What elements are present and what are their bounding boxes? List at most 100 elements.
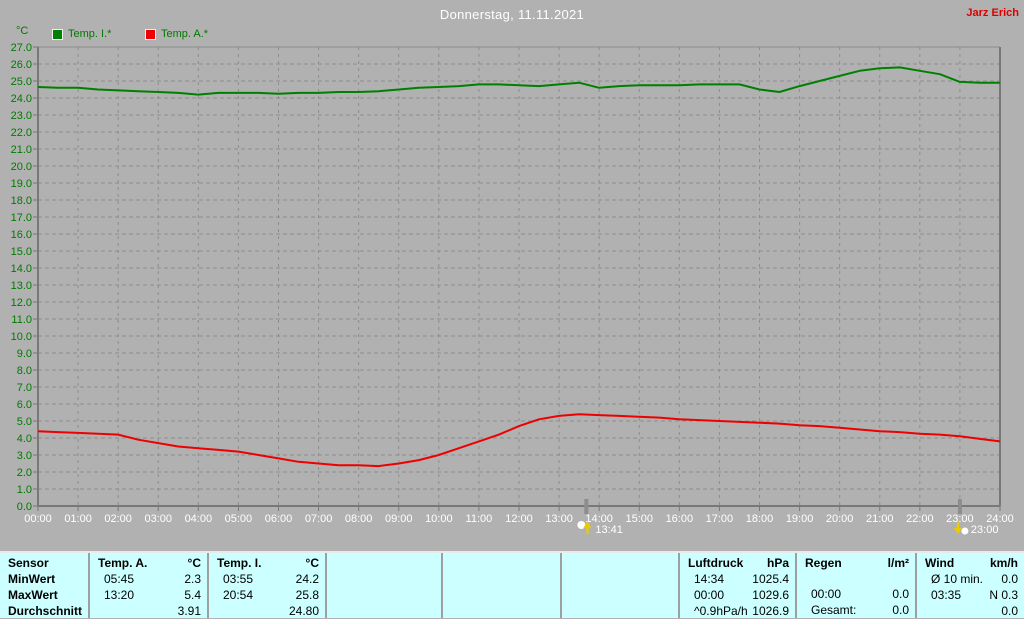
y-axis-label: 19.0 [11,178,32,190]
arrow-down-icon [953,528,962,534]
y-axis-unit-label: °C [16,25,29,37]
y-axis-label: 6.0 [17,399,32,411]
y-axis-label: 27.0 [11,42,32,54]
section-name: Wind [925,556,955,570]
table-cell-value: 1025.4 [752,572,789,586]
y-axis-label: 17.0 [11,212,32,224]
legend-item-temp-i: Temp. I.* [52,28,111,40]
y-axis-label: 23.0 [11,110,32,122]
legend-label-temp-a: Temp. A.* [161,28,209,40]
y-axis-label: 4.0 [17,433,32,445]
table-cell-time: 05:45 [104,572,135,586]
y-axis-label: 3.0 [17,450,32,462]
table-cell-value: 2.3 [184,572,201,586]
page-title: Donnerstag, 11.11.2021 [439,7,585,22]
x-axis-label: 09:00 [385,513,413,525]
table-cell-value: 3.91 [177,604,201,618]
table-cell-value: 24.2 [295,572,319,586]
x-axis-label: 20:00 [826,513,854,525]
section-name: Temp. A. [98,556,148,570]
y-axis-label: 12.0 [11,297,32,309]
y-axis-label: 20.0 [11,161,32,173]
temperature-day-chart: 0.0 1.0 2.0 3.0 4.0 5.0 6.0 7.0 8.0 9.0 10.0 11.0 12… [11,42,1014,536]
y-axis-label: 1.0 [17,484,32,496]
table-cell-value: 1026.9 [752,604,789,618]
table-cell-time: 13:20 [104,588,135,602]
x-axis-label: 19:00 [786,513,814,525]
x-axis-label: 00:00 [24,513,52,525]
temp-i-line [37,66,1000,96]
y-axis-label: 24.0 [11,93,32,105]
table-section-temp-a: Temp. A. °C 05:45 2.3 13:20 5.4 3.91 [88,553,207,618]
table-cell-value: 0.0 [1001,572,1018,586]
summary-table: Sensor MinWert MaxWert Durchschnitt Temp. A.… [0,551,1024,618]
x-axis-label: 21:00 [866,513,894,525]
y-axis-label: 18.0 [11,195,32,207]
table-section-temp-i: Temp. I. °C 03:55 24.2 20:54 25.8 24.80 [207,553,325,618]
table-cell-value: 0.0 [1001,604,1018,618]
x-axis-label: 11:00 [466,513,493,525]
y-axis-label: 7.0 [17,382,32,394]
temp-a-swatch [145,28,156,40]
arrow-up-icon [586,528,589,534]
x-axis-label: 05:00 [225,513,253,525]
legend-label-temp-i: Temp. I.* [68,28,112,40]
y-axis-label: 13.0 [11,280,32,292]
x-axis-label: 12:00 [505,513,533,525]
table-cell-time: Ø 10 min. [931,572,984,586]
table-cell-time: 03:35 [931,588,962,602]
moonrise-time-label: 13:41 [595,524,623,536]
arrow-down-icon [956,521,960,528]
table-cell-time: 00:00 [694,588,725,602]
y-axis-label: 16.0 [11,229,32,241]
row-label: Durchschnitt [8,604,83,618]
x-axis-label: 08:00 [345,513,373,525]
table-section-wind: Wind km/h Ø 10 min. 0.0 03:35 N 0.3 0.0 [915,553,1024,618]
y-axis-label: 10.0 [11,331,32,343]
table-cell-time: 00:00 [811,587,842,601]
table-cell-value: N 0.3 [989,588,1018,602]
moonset-time-label: 23:00 [971,524,999,536]
x-axis-label: 16:00 [666,513,694,525]
section-unit: hPa [766,556,789,570]
x-axis-label: 04:00 [185,513,213,525]
section-unit: °C [187,556,201,570]
x-axis-label: 03:00 [144,513,172,525]
y-axis-label: 15.0 [11,246,32,258]
temp-a-line [37,413,1001,468]
table-section-empty [441,553,560,618]
table-section-luftdruck: Luftdruck hPa 14:34 1025.4 00:00 1029.6 ^0.9hP… [678,553,795,618]
x-axis-label: 10:00 [425,513,453,525]
table-cell-value: 0.0 [892,603,909,617]
row-label: MaxWert [8,588,58,602]
legend-item-temp-a: Temp. A.* [145,28,208,40]
y-axis-label: 11.0 [11,314,32,326]
y-axis-label: 26.0 [11,59,32,71]
y-axis-label: 2.0 [17,467,32,479]
y-axis-label: 25.0 [11,76,32,88]
table-cell-value: 1029.6 [752,588,789,602]
moon-icon [961,527,969,535]
section-unit: l/m² [887,556,909,570]
table-row-labels: Sensor MinWert MaxWert Durchschnitt [0,553,88,618]
table-cell-value: 24.80 [288,604,319,618]
table-section-regen: Regen l/m² 00:00 0.0 Gesamt: 0.0 [795,553,915,618]
moon-icon [577,521,586,529]
table-cell-time: ^0.9hPa/h [694,604,748,618]
x-axis-label: 22:00 [906,513,934,525]
table-cell-value: 25.8 [295,588,319,602]
y-axis-label: 8.0 [17,365,32,377]
y-axis-label: 14.0 [11,263,32,275]
y-axis-label: 22.0 [11,127,32,139]
table-cell-time: 03:55 [223,572,254,586]
table-section-empty [560,553,678,618]
owner-name: Jarz Erich [966,7,1019,19]
x-axis-label: 24:00 [986,513,1014,525]
x-axis-label: 23:00 [946,513,974,525]
y-axis-label: 0.0 [17,501,32,513]
x-axis-label: 13:00 [545,513,573,525]
row-label: MinWert [8,572,56,586]
table-cell-value: 5.4 [184,588,201,602]
arrow-up-icon [583,521,592,528]
temp-i-swatch [52,28,63,40]
